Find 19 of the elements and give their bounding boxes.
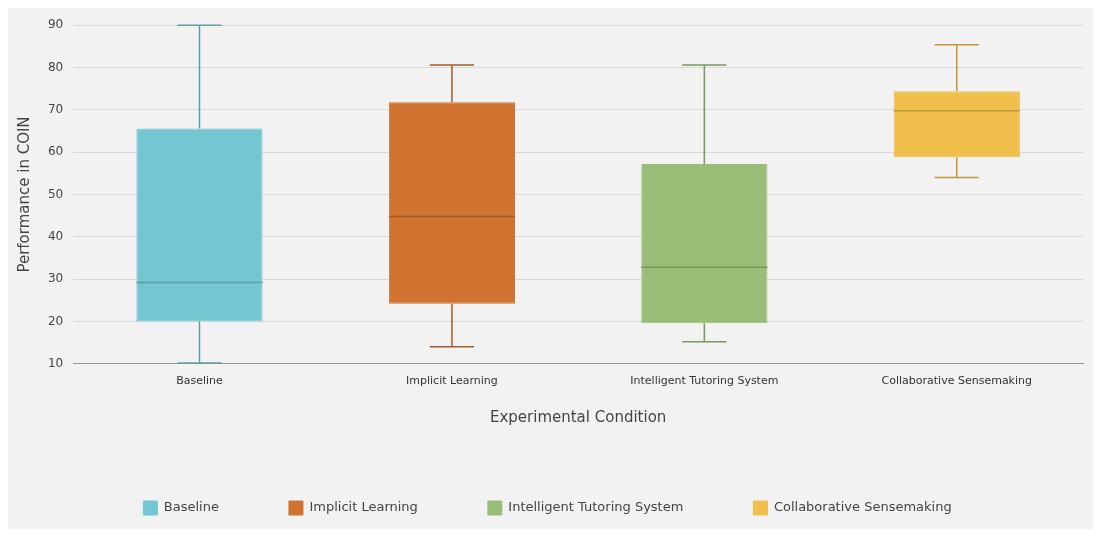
- y-axis-title: Performance in COIN: [14, 116, 33, 273]
- x-tick-label: Baseline: [176, 374, 224, 388]
- x-tick-label: Implicit Learning: [406, 374, 498, 388]
- legend-label: Baseline: [163, 499, 219, 515]
- legend-label: Intelligent Tutoring System: [508, 499, 684, 515]
- x-tick-label: Collaborative Sensemaking: [881, 374, 1033, 388]
- y-tick-label: 50: [47, 186, 64, 201]
- y-tick-label: 40: [47, 228, 64, 243]
- legend-label: Implicit Learning: [309, 499, 418, 515]
- y-tick-label: 30: [47, 271, 64, 286]
- y-tick-label: 20: [47, 313, 64, 328]
- x-tick-label: Intelligent Tutoring System: [630, 374, 779, 388]
- y-tick-label: 80: [47, 59, 64, 74]
- y-tick-label: 70: [47, 101, 64, 116]
- y-tick-label: 10: [47, 355, 64, 370]
- y-tick-label: 60: [47, 144, 64, 159]
- legend-label: Collaborative Sensemaking: [773, 499, 952, 515]
- x-axis-title: Experimental Condition: [489, 407, 667, 426]
- y-tick-label: 90: [47, 17, 64, 32]
